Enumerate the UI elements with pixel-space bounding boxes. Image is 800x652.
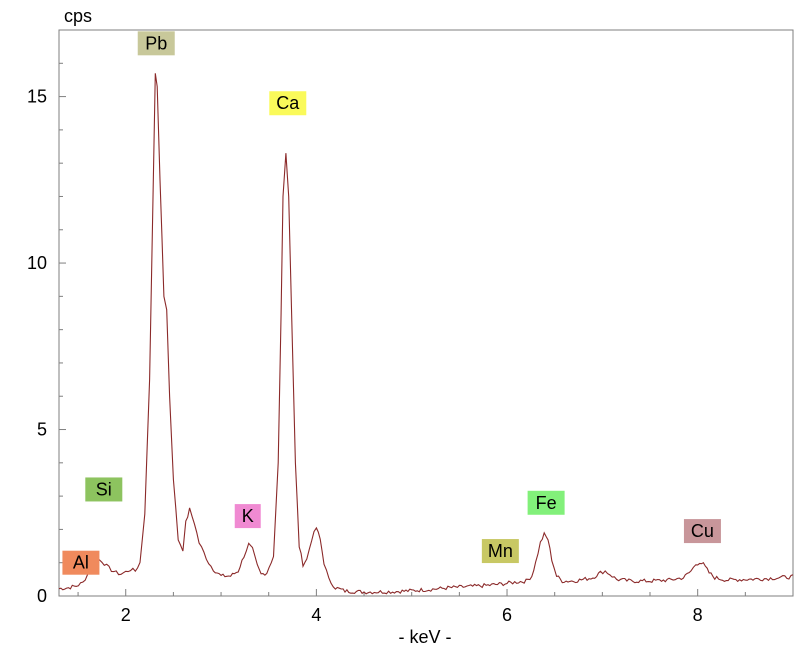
element-label-text: Fe [536,493,557,513]
x-tick-label: 8 [693,605,703,625]
element-label-box [269,91,307,116]
element-label-si: Si [85,477,123,502]
element-label-box [527,490,565,515]
element-label-text: Si [96,479,112,499]
element-label-text: Cu [691,521,714,541]
element-labels: Al Si Pb Ca K Mn Fe Cu [62,31,721,575]
element-label-box [137,31,175,56]
x-tick-label: 6 [502,605,512,625]
plot-area [58,29,794,597]
x-tick-label: 2 [121,605,131,625]
element-label-mn: Mn [481,539,519,564]
element-label-box [62,550,100,575]
element-label-k: K [234,504,261,529]
element-label-text: Pb [145,33,167,53]
x-axis-label: - keV - [398,627,451,647]
y-tick-label: 5 [37,420,47,440]
element-label-ca: Ca [269,91,307,116]
axis-ticks [59,29,794,597]
element-label-box [683,519,721,544]
element-label-box [85,477,123,502]
spectrum-line [58,73,794,595]
x-tick-label: 4 [311,605,321,625]
element-label-box [234,504,261,529]
element-label-fe: Fe [527,490,565,515]
element-label-al: Al [62,550,100,575]
element-label-text: K [242,506,254,526]
element-label-text: Al [73,553,89,573]
element-label-pb: Pb [137,31,175,56]
y-axis-label: cps [64,6,92,26]
y-tick-label: 10 [27,253,47,273]
element-label-cu: Cu [683,519,721,544]
axis-tick-labels: 2 4 6 8 0 5 10 15 [27,87,703,625]
element-label-box [481,539,519,564]
element-label-text: Mn [488,541,513,561]
y-tick-label: 15 [27,87,47,107]
y-tick-label: 0 [37,586,47,606]
element-label-text: Ca [276,93,300,113]
